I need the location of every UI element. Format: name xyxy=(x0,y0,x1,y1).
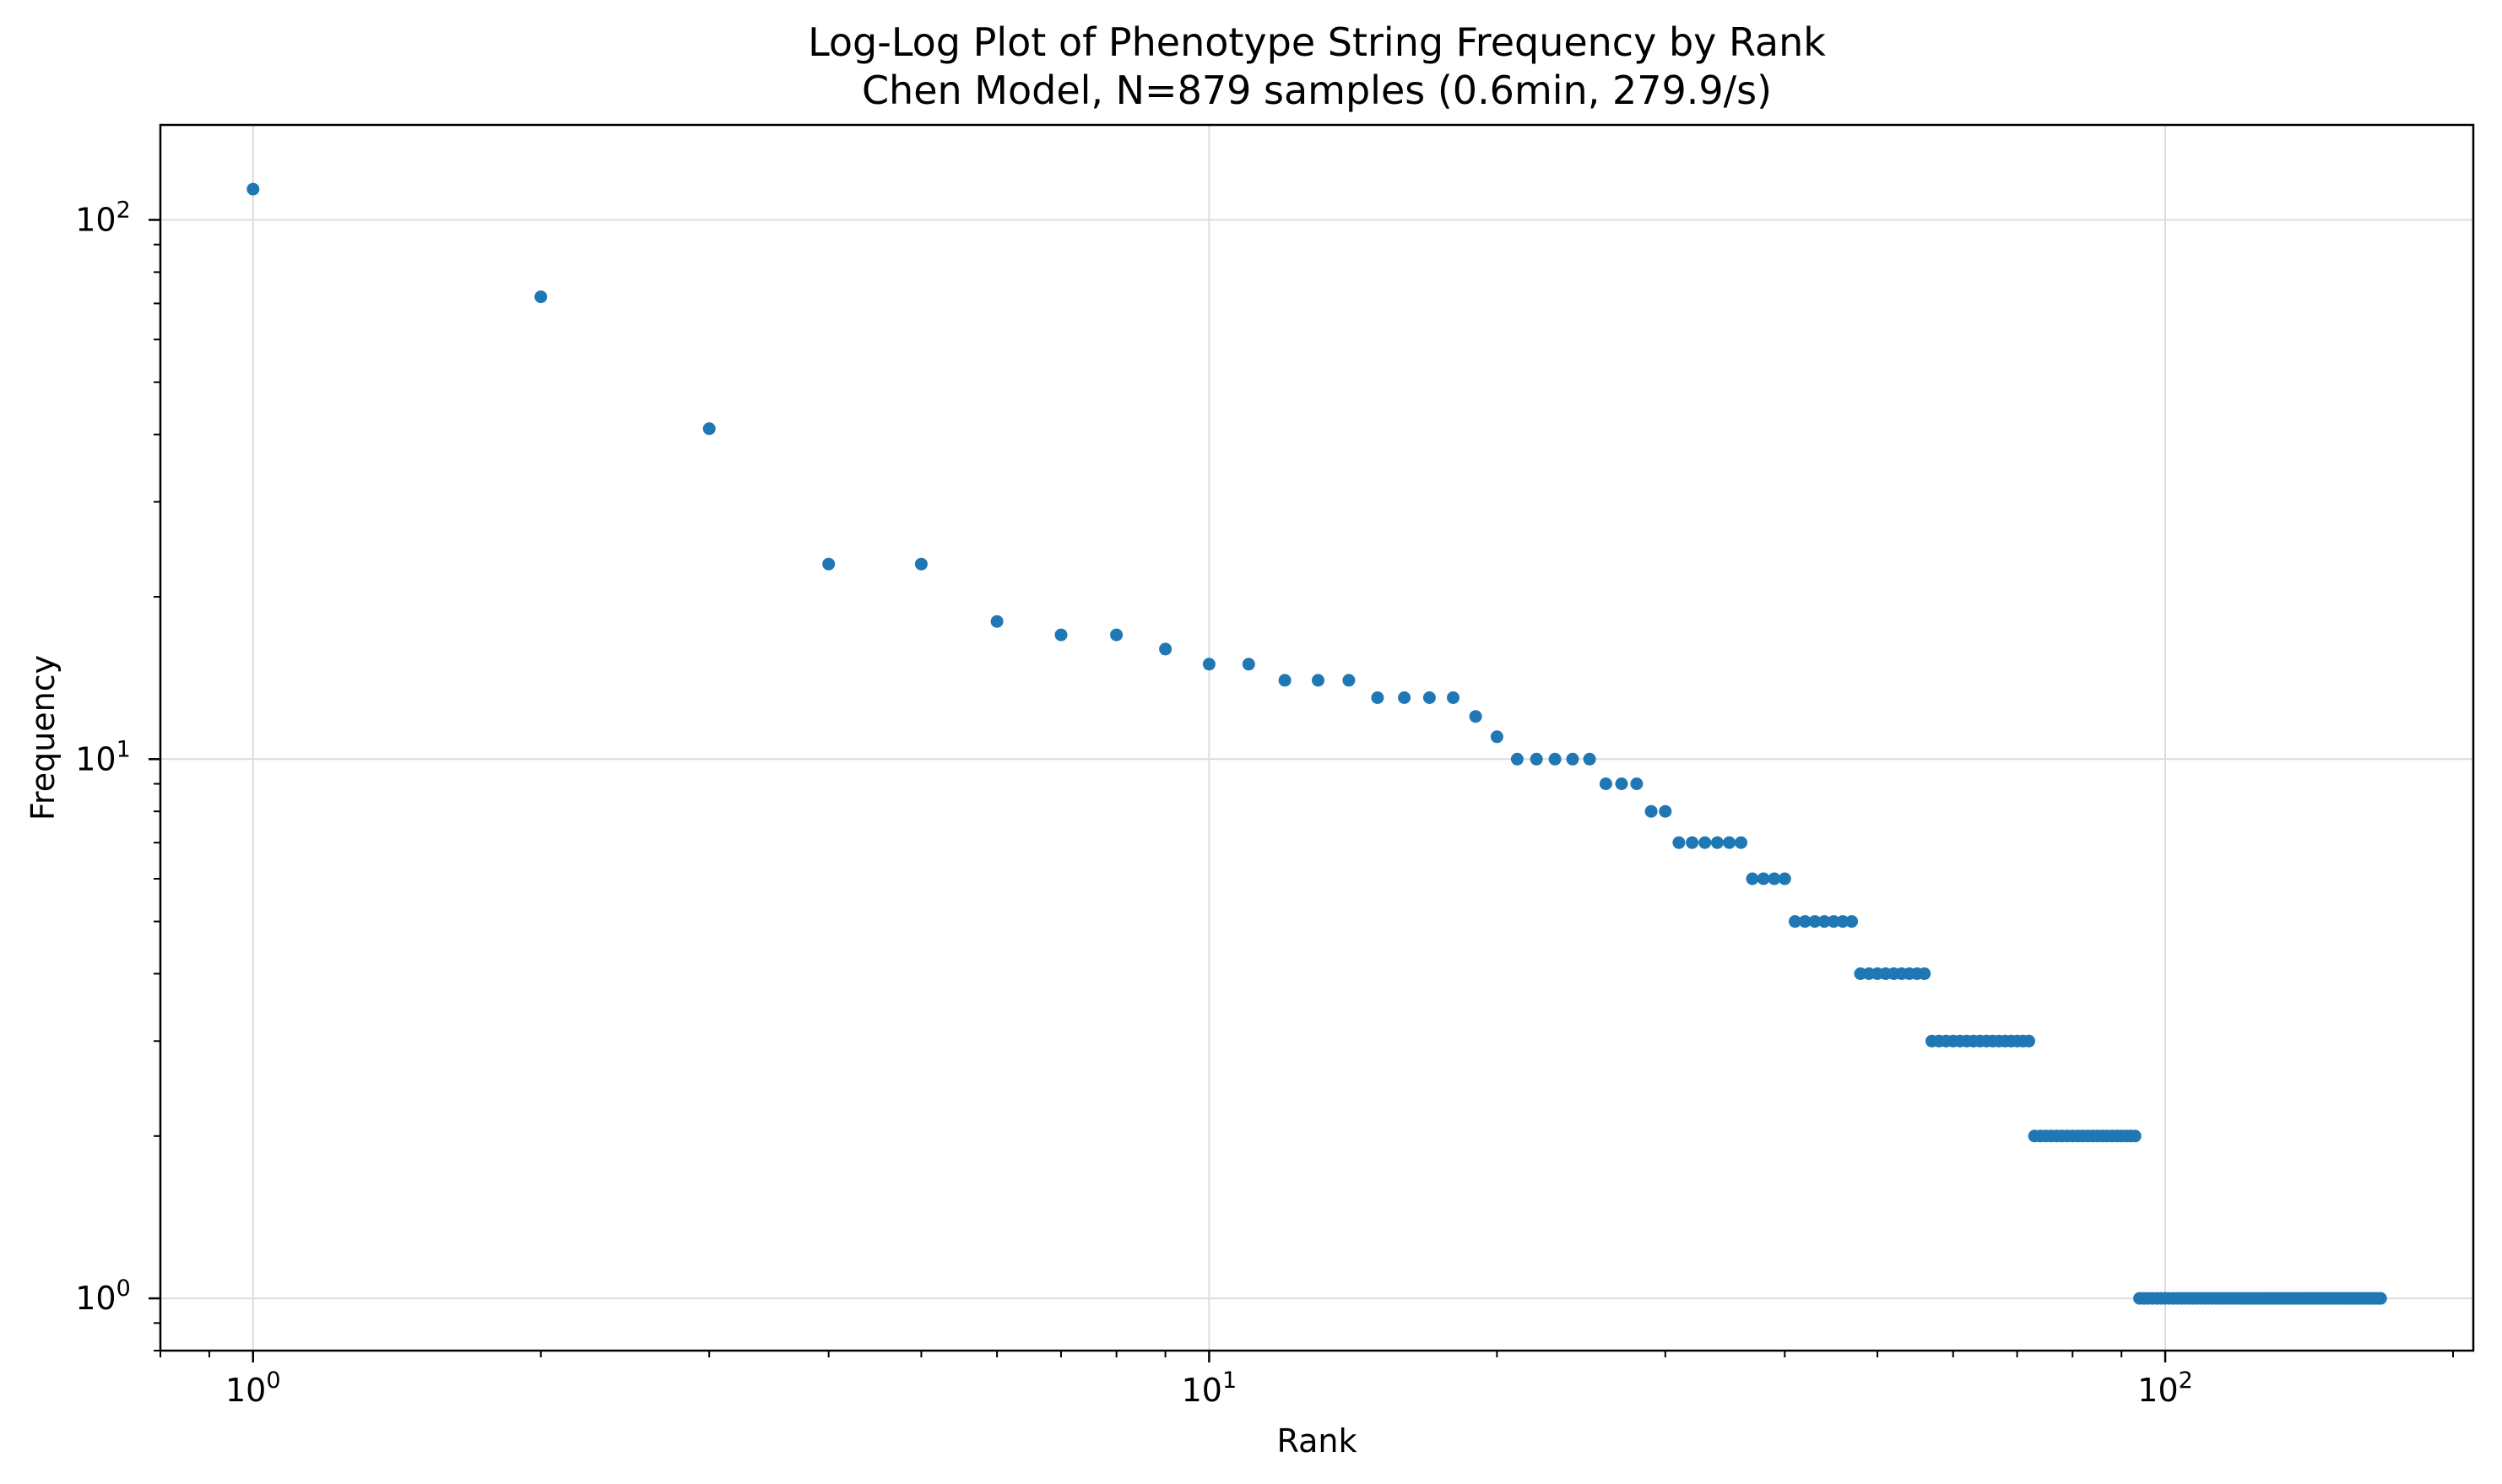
data-point xyxy=(1278,674,1292,687)
data-point xyxy=(1054,628,1068,642)
data-point xyxy=(1746,872,1759,886)
data-point xyxy=(1110,628,1124,642)
data-point xyxy=(1371,691,1384,704)
data-point xyxy=(702,422,716,436)
data-point xyxy=(1583,752,1596,766)
data-point xyxy=(1242,658,1255,671)
plot-frame xyxy=(159,123,2475,1352)
y-tick-label: 100 xyxy=(75,1275,131,1317)
chart-title-line-1: Log-Log Plot of Phenotype String Frequen… xyxy=(808,19,1826,65)
data-point xyxy=(2023,1034,2035,1048)
x-axis-label: Rank xyxy=(1277,1422,1357,1460)
x-axis-ticks: 100 101 102 xyxy=(160,1351,2455,1409)
x-tick-label: 101 xyxy=(1182,1368,1237,1409)
data-point xyxy=(1778,872,1791,886)
data-point xyxy=(1827,915,1840,929)
data-point xyxy=(1659,804,1672,818)
data-point xyxy=(1159,642,1172,656)
data-point xyxy=(1447,691,1460,704)
chart-title-line-2: Chen Model, N=879 samples (0.6min, 279.9… xyxy=(862,68,1772,113)
data-point xyxy=(1644,804,1658,818)
y-tick-label: 101 xyxy=(75,736,131,777)
data-point xyxy=(1510,752,1524,766)
data-point xyxy=(822,557,836,571)
data-point xyxy=(1490,730,1503,744)
y-tick-label: 102 xyxy=(75,197,131,238)
data-point xyxy=(1757,872,1770,886)
data-point xyxy=(1422,691,1436,704)
data-point xyxy=(1768,872,1781,886)
data-point xyxy=(1817,915,1831,929)
data-point xyxy=(1566,752,1579,766)
data-point xyxy=(1710,836,1724,849)
data-point xyxy=(1789,915,1801,929)
data-point xyxy=(1548,752,1562,766)
y-axis-label: Frequency xyxy=(24,655,62,821)
data-points xyxy=(246,182,2387,1305)
data-point xyxy=(1615,777,1628,790)
data-point xyxy=(1202,658,1216,671)
data-point xyxy=(1672,836,1686,849)
data-point xyxy=(2128,1129,2142,1143)
data-point xyxy=(1312,674,1324,687)
data-point xyxy=(1735,836,1747,849)
data-point xyxy=(1398,691,1411,704)
data-point xyxy=(1723,836,1736,849)
data-point xyxy=(246,182,260,196)
data-point xyxy=(1836,915,1849,929)
data-point xyxy=(1698,836,1712,849)
data-point xyxy=(2374,1292,2387,1305)
chart-title: Log-Log Plot of Phenotype String Frequen… xyxy=(808,19,1826,113)
data-point xyxy=(1808,915,1822,929)
y-axis-ticks: 100 101 102 xyxy=(75,197,160,1351)
data-point xyxy=(1798,915,1812,929)
data-point xyxy=(1342,674,1356,687)
data-point xyxy=(914,557,928,571)
data-point xyxy=(990,615,1004,628)
data-point xyxy=(1918,967,1931,980)
x-tick-label: 102 xyxy=(2137,1368,2193,1409)
data-point xyxy=(1845,915,1859,929)
data-point xyxy=(1469,710,1482,723)
data-point xyxy=(534,290,548,304)
x-tick-label: 100 xyxy=(225,1368,281,1409)
data-point xyxy=(1599,777,1612,790)
data-point xyxy=(1530,752,1543,766)
data-point xyxy=(1686,836,1699,849)
grid-lines xyxy=(160,125,2473,1351)
data-point xyxy=(1630,777,1644,790)
